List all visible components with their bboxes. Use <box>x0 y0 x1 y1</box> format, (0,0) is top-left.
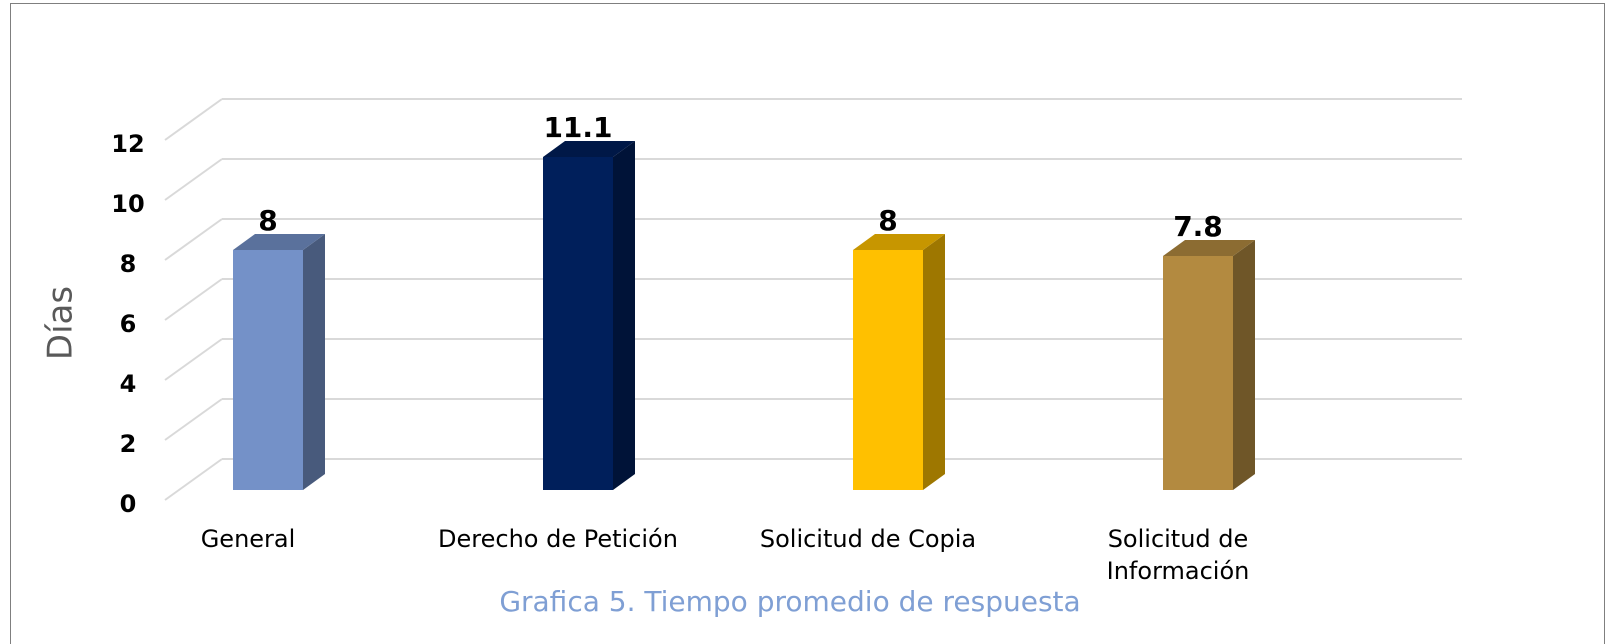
y-axis-label: Días <box>41 286 81 360</box>
bar <box>1163 256 1233 490</box>
y-tick-label: 8 <box>120 250 137 278</box>
x-tick-label: Derecho de Petición <box>438 525 678 553</box>
bar-top <box>543 141 635 157</box>
grid-line-side <box>164 218 223 261</box>
x-tick-label: General <box>200 525 296 553</box>
x-tick-label: Solicitud de Información <box>1106 525 1250 585</box>
bar-top <box>1163 240 1255 256</box>
grid-line-side <box>164 458 223 501</box>
frame <box>10 3 1605 644</box>
y-tick-label: 2 <box>120 430 137 458</box>
grid-line-side <box>164 398 223 441</box>
y-tick-label: 4 <box>120 370 137 398</box>
bar-top <box>233 234 325 250</box>
bar <box>233 250 303 490</box>
y-tick-label: 0 <box>120 490 137 518</box>
bar-side <box>613 141 635 490</box>
grid-line-side <box>164 158 223 201</box>
y-tick-label: 10 <box>111 190 144 218</box>
value-label: 8 <box>878 204 897 237</box>
grid-line-side <box>164 338 223 381</box>
bar-side <box>923 234 945 490</box>
bar-side <box>1233 240 1255 490</box>
chart-title: Grafica 5. Tiempo promedio de respuesta <box>499 585 1080 618</box>
value-label: 11.1 <box>543 111 612 144</box>
x-tick-label: Solicitud de Copia <box>759 525 977 553</box>
y-tick-label: 12 <box>111 130 144 158</box>
bar <box>853 250 923 490</box>
bar <box>543 157 613 490</box>
y-tick-label: 6 <box>120 310 137 338</box>
grid-line-side <box>164 278 223 321</box>
bar-top <box>853 234 945 250</box>
value-label: 7.8 <box>1173 210 1223 243</box>
grid-line-side <box>164 98 223 141</box>
value-label: 8 <box>258 204 277 237</box>
bar-side <box>303 234 325 490</box>
